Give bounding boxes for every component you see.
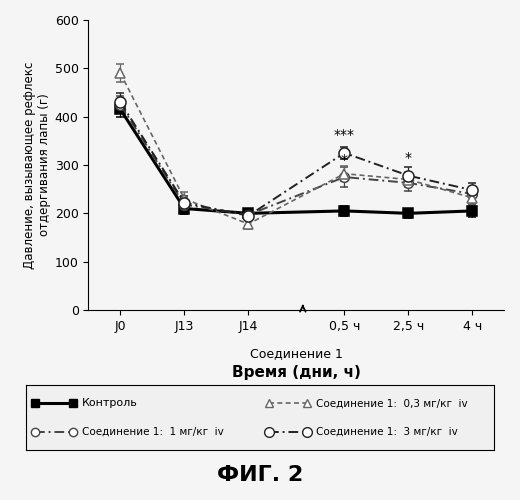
Text: Время (дни, ч): Время (дни, ч) [232,365,361,380]
Text: *: * [405,151,412,165]
Text: ФИГ. 2: ФИГ. 2 [217,465,303,485]
Text: Соединение 1:  0,3 мг/кг  iv: Соединение 1: 0,3 мг/кг iv [316,398,468,408]
Text: Соединение 1:  3 мг/кг  iv: Соединение 1: 3 мг/кг iv [316,427,458,437]
Y-axis label: Давление, вызывающее рефлекс
отдергивания лапы (г): Давление, вызывающее рефлекс отдергивани… [22,62,50,268]
Text: ***: *** [334,128,355,142]
Text: Соединение 1: Соединение 1 [250,348,343,360]
Text: Соединение 1:  1 мг/кг  iv: Соединение 1: 1 мг/кг iv [82,427,224,437]
Text: *: * [341,153,348,167]
Text: Контроль: Контроль [82,398,138,408]
